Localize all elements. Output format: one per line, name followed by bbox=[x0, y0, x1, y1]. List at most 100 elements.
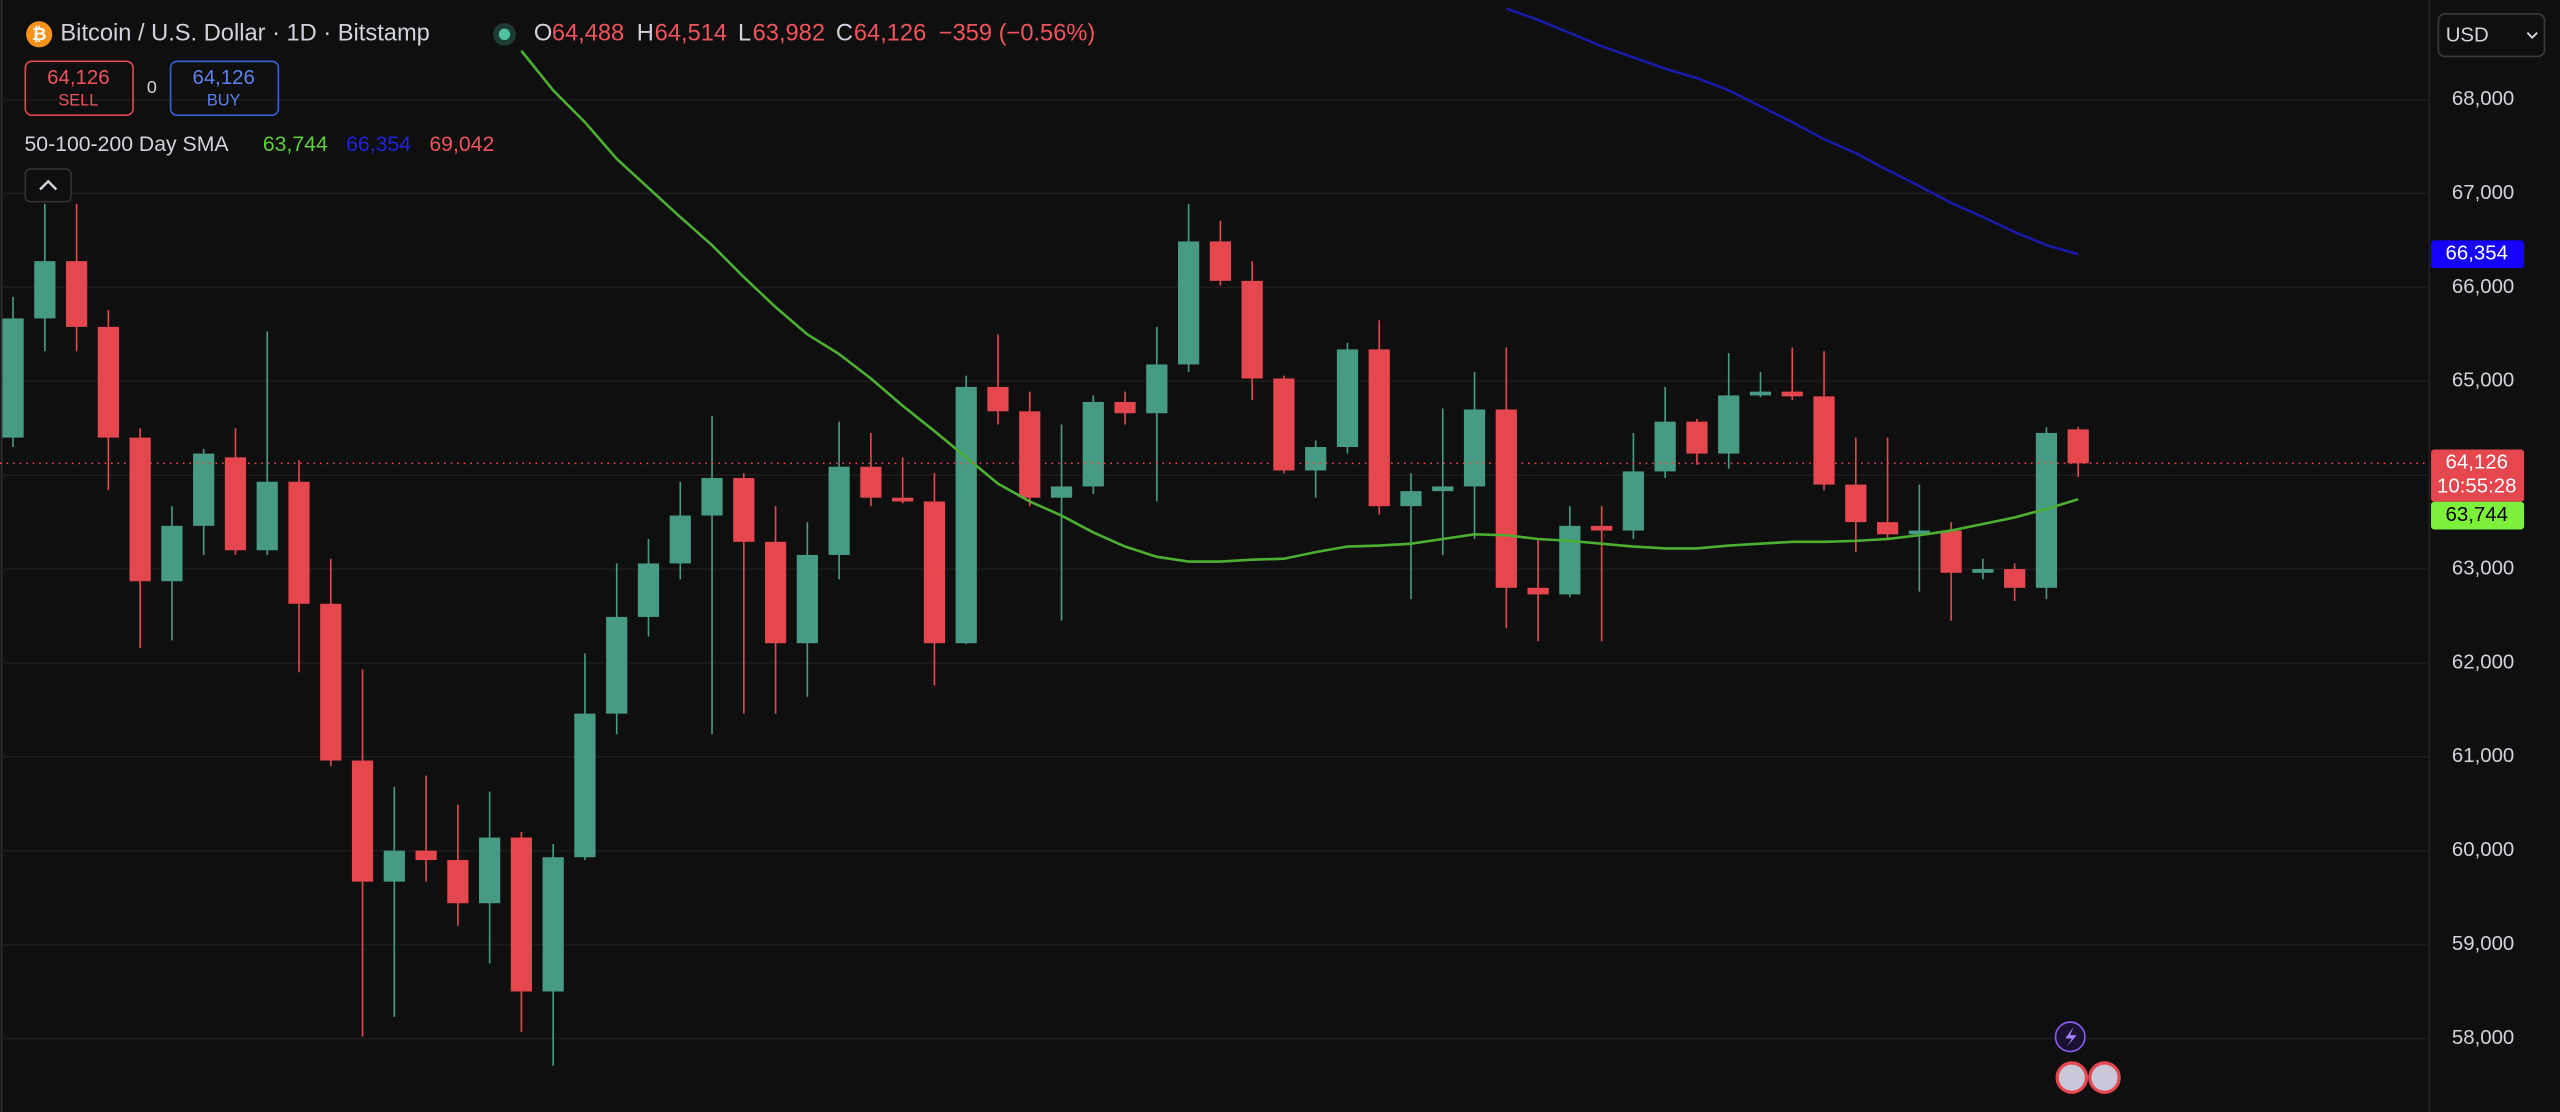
candle-body bbox=[2067, 429, 2089, 464]
dropdown-caret bbox=[2526, 32, 2538, 40]
price-countdown: 10:55:28 bbox=[2437, 475, 2516, 497]
candle-body bbox=[1432, 486, 1454, 492]
candle-body bbox=[1654, 421, 1676, 472]
candle-body bbox=[65, 261, 88, 327]
quote-value: 64,488 bbox=[552, 21, 624, 47]
candle-body bbox=[860, 466, 882, 498]
sell-button[interactable] bbox=[24, 60, 134, 117]
candle-body bbox=[383, 850, 405, 882]
candle-body bbox=[1177, 241, 1200, 365]
candle-body bbox=[1527, 587, 1549, 595]
candle-body bbox=[1686, 421, 1708, 454]
collapse-icon bbox=[39, 179, 58, 191]
candle-body bbox=[447, 860, 469, 904]
quote-value: 63,982 bbox=[753, 21, 825, 47]
candle-body bbox=[34, 261, 56, 319]
indicator-name[interactable]: 50-100-200 Day SMA bbox=[24, 133, 229, 156]
grid bbox=[0, 98, 2430, 1040]
candle-body bbox=[1749, 391, 1772, 396]
candle-body bbox=[510, 837, 533, 992]
sell-label: SELL bbox=[58, 92, 98, 110]
candle-body bbox=[892, 497, 914, 502]
candle-body bbox=[2, 318, 24, 438]
candle-body bbox=[351, 760, 374, 882]
sell-price: 64,126 bbox=[47, 67, 109, 89]
candle-body bbox=[542, 857, 564, 992]
candle-body bbox=[1241, 280, 1263, 379]
market-status-dot[interactable] bbox=[498, 28, 511, 41]
candle-body bbox=[987, 386, 1009, 412]
candle-body bbox=[1400, 491, 1422, 507]
price-tag-label: 63,744 bbox=[2446, 504, 2508, 526]
candle-body bbox=[1908, 530, 1930, 535]
price-tag-label: 66,354 bbox=[2446, 243, 2508, 265]
candle-body bbox=[256, 481, 278, 551]
candle-body bbox=[733, 477, 755, 542]
candle-body bbox=[764, 541, 787, 644]
candle-body bbox=[415, 850, 437, 861]
candle-body bbox=[669, 515, 691, 564]
buy-button[interactable] bbox=[169, 60, 280, 117]
currency-label: USD bbox=[2446, 24, 2489, 46]
bitcoin-glyph: ₿ bbox=[32, 24, 47, 44]
candle-body bbox=[1050, 486, 1073, 498]
candle-body bbox=[161, 525, 183, 582]
candle-body bbox=[1559, 525, 1581, 595]
candle-body bbox=[1813, 396, 1835, 485]
candle-body bbox=[97, 326, 119, 438]
quote-label: L bbox=[738, 21, 751, 47]
candle-body bbox=[1305, 447, 1327, 471]
buy-label: BUY bbox=[207, 92, 241, 110]
y-tick-label: 62,000 bbox=[2452, 651, 2514, 673]
symbol-title[interactable]: Bitcoin / U.S. Dollar · 1D · Bitstamp bbox=[60, 21, 429, 47]
candle-body bbox=[1209, 241, 1231, 281]
y-tick-label: 63,000 bbox=[2452, 557, 2514, 579]
economic-event[interactable] bbox=[2055, 1061, 2089, 1094]
y-tick-label: 59,000 bbox=[2452, 933, 2514, 955]
spread: 0 bbox=[147, 77, 157, 97]
candle-body bbox=[1781, 391, 1803, 397]
indicator-value: 69,042 bbox=[429, 133, 494, 156]
price-tag bbox=[2431, 501, 2525, 530]
candle-body bbox=[828, 466, 850, 555]
y-tick-label: 66,000 bbox=[2452, 276, 2514, 298]
sma-line bbox=[1505, 7, 2079, 256]
y-tick-label: 68,000 bbox=[2452, 88, 2514, 110]
currency-dropdown[interactable] bbox=[2437, 13, 2546, 58]
candle-body bbox=[1718, 395, 1740, 454]
economic-event[interactable] bbox=[2088, 1061, 2121, 1094]
quote-label: H bbox=[637, 21, 654, 47]
candle-body bbox=[796, 554, 818, 644]
quote-label: O bbox=[534, 21, 552, 47]
candle-body bbox=[193, 453, 215, 526]
collapse-button[interactable] bbox=[24, 168, 72, 203]
candle-body bbox=[701, 477, 723, 516]
bitcoin-icon bbox=[26, 21, 53, 48]
candle-body bbox=[1940, 530, 1962, 573]
y-tick-label: 65,000 bbox=[2452, 370, 2514, 392]
candle-body bbox=[1463, 409, 1486, 487]
candle-body bbox=[1368, 349, 1390, 507]
candle-body bbox=[1876, 522, 1899, 535]
y-tick-label: 58,000 bbox=[2452, 1027, 2514, 1049]
candle-body bbox=[1845, 484, 1867, 523]
plot-area bbox=[0, 7, 2430, 1066]
quote-label: C bbox=[836, 21, 853, 47]
sma-line bbox=[520, 50, 2079, 563]
candle-body bbox=[2035, 432, 2058, 588]
candle-body bbox=[2004, 569, 2026, 588]
candle-body bbox=[606, 616, 628, 714]
candle-body bbox=[1591, 525, 1613, 531]
candle-body bbox=[129, 437, 151, 582]
candle-body bbox=[320, 603, 342, 761]
price-tag bbox=[2431, 240, 2525, 269]
indicator-values: 63,744 66,354 69,042 bbox=[263, 133, 494, 156]
y-tick-label: 61,000 bbox=[2452, 745, 2514, 767]
candle-body bbox=[637, 563, 660, 617]
candle-body bbox=[1082, 401, 1104, 487]
indicator-value: 66,354 bbox=[346, 133, 411, 156]
price-tag-label: 64,126 bbox=[2446, 452, 2508, 474]
candle-body bbox=[1495, 409, 1517, 588]
